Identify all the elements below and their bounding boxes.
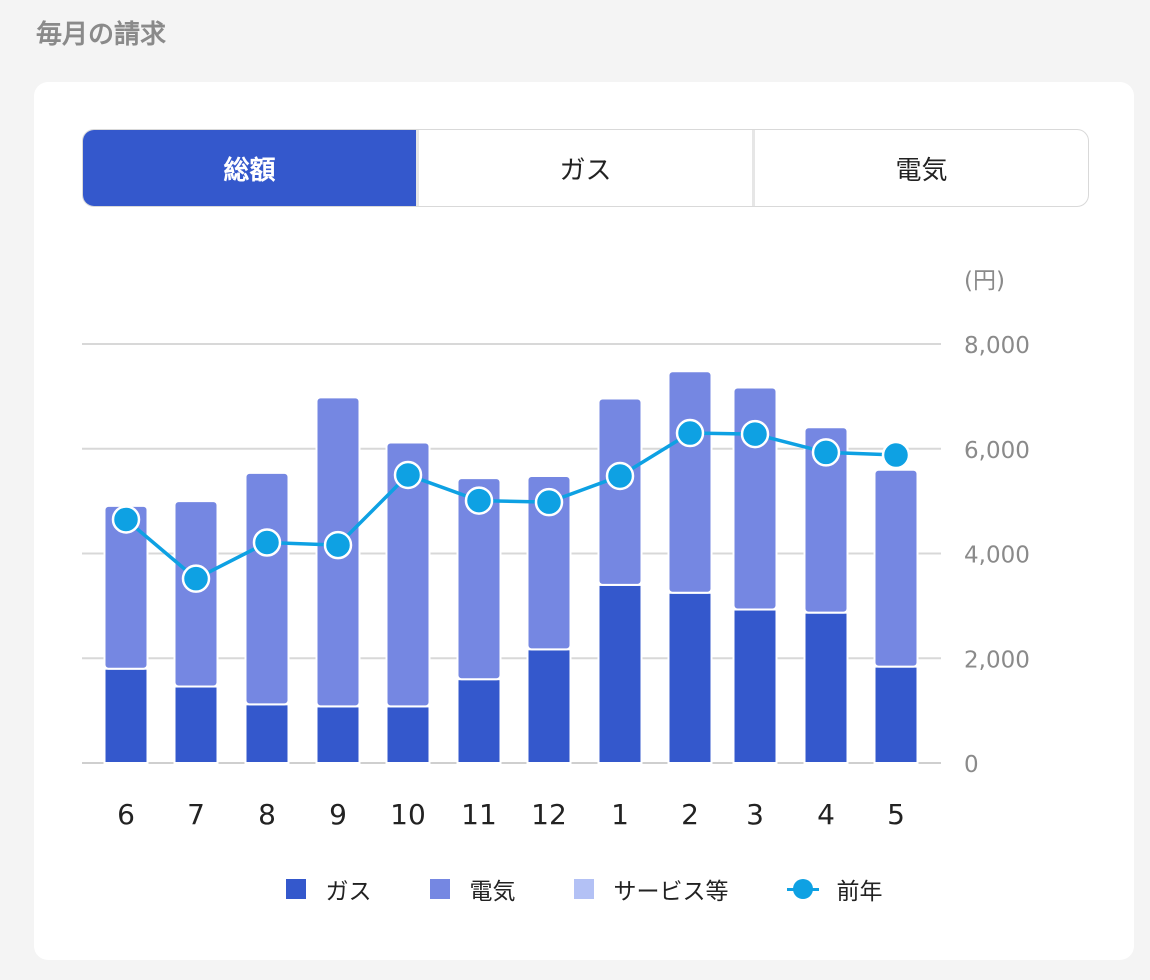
x-tick-label: 10 xyxy=(390,798,426,831)
billing-tabs: 総額 ガス 電気 xyxy=(82,129,1089,207)
previous-year-point xyxy=(323,530,353,560)
previous-year-point xyxy=(811,438,841,467)
x-tick-label: 2 xyxy=(681,798,699,831)
legend-swatch-gas xyxy=(285,879,306,899)
previous-year-line xyxy=(124,431,897,581)
bar-segment-gas xyxy=(103,667,149,764)
bar-segment-gas xyxy=(173,685,219,764)
y-tick-label: 6,000 xyxy=(964,438,1030,464)
bar-segment-electricity xyxy=(244,471,290,706)
chart-legend: ガス 電気 サービス等 前年 xyxy=(34,872,1134,906)
bar-segment-electricity xyxy=(597,397,643,586)
x-tick-label: 8 xyxy=(258,798,276,831)
bar-segment-gas xyxy=(456,678,502,765)
legend-item-previous-year[interactable]: 前年 xyxy=(786,872,883,906)
x-tick-label: 4 xyxy=(817,798,835,831)
x-tick-label: 1 xyxy=(611,798,629,831)
previous-year-point xyxy=(393,460,423,490)
bar-segment-gas xyxy=(597,583,643,764)
y-axis-unit-label: (円) xyxy=(964,268,1005,294)
x-tick-label: 7 xyxy=(187,798,205,831)
bar-segment-gas xyxy=(385,705,431,764)
x-tick-label: 12 xyxy=(531,798,567,831)
tab-total[interactable]: 総額 xyxy=(83,130,416,206)
x-tick-label: 3 xyxy=(746,798,764,831)
bar-segment-electricity xyxy=(667,370,713,594)
bar-segment-gas xyxy=(244,703,290,765)
bar-segment-gas xyxy=(526,648,572,764)
legend-item-electricity[interactable]: 電気 xyxy=(429,872,516,906)
y-tick-label: 0 xyxy=(964,752,979,778)
previous-year-point xyxy=(111,505,141,534)
y-tick-label: 2,000 xyxy=(964,647,1030,673)
legend-item-services[interactable]: サービス等 xyxy=(573,872,729,906)
y-tick-label: 4,000 xyxy=(964,543,1030,569)
legend-label-services: サービス等 xyxy=(613,879,729,905)
previous-year-point xyxy=(675,418,705,448)
tab-gas[interactable]: ガス xyxy=(416,130,752,206)
y-tick-label: 8,000 xyxy=(964,333,1030,359)
bar-segment-electricity xyxy=(803,426,849,614)
bar-segment-gas xyxy=(803,611,849,765)
legend-swatch-services xyxy=(573,879,594,899)
bar-segment-electricity xyxy=(526,474,572,651)
bar-segment-gas xyxy=(873,665,919,765)
bar-segment-electricity xyxy=(173,500,219,688)
x-tick-label: 11 xyxy=(461,798,497,831)
previous-year-point xyxy=(740,419,770,449)
legend-swatch-electricity xyxy=(429,879,450,899)
previous-year-point xyxy=(181,564,211,593)
legend-label-gas: ガス xyxy=(325,879,372,905)
bar-segment-electricity xyxy=(385,441,431,708)
bar-segment-gas xyxy=(667,591,713,764)
previous-year-point xyxy=(881,440,911,470)
page-title: 毎月の請求 xyxy=(36,20,167,50)
previous-year-point xyxy=(464,486,494,515)
x-tick-label: 9 xyxy=(329,798,347,831)
legend-swatch-previous-year xyxy=(786,878,819,900)
x-tick-label: 6 xyxy=(117,798,135,831)
previous-year-point xyxy=(252,528,282,557)
previous-year-point xyxy=(605,461,635,491)
previous-year-point xyxy=(534,487,564,517)
legend-label-electricity: 電気 xyxy=(469,879,516,905)
legend-label-previous-year: 前年 xyxy=(836,879,883,905)
tab-electricity[interactable]: 電気 xyxy=(752,130,1088,206)
bar-segment-gas xyxy=(732,608,778,765)
billing-card: 総額 ガス 電気 0 2,000 4,000 6,000 8,000 (円) 6 7 8 9 10 1… xyxy=(34,82,1134,960)
bar-segment-gas xyxy=(315,705,361,764)
bar-segment-electricity xyxy=(873,468,919,668)
legend-item-gas[interactable]: ガス xyxy=(285,872,372,906)
x-tick-label: 5 xyxy=(887,798,905,831)
bar-segment-electricity xyxy=(456,477,502,681)
